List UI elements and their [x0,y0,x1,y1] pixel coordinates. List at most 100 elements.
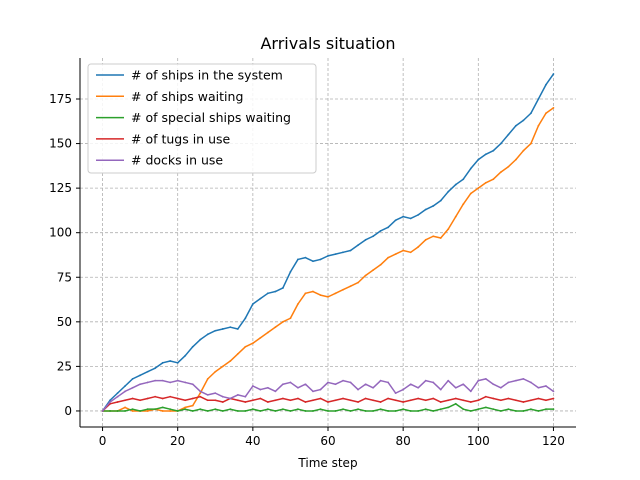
data-point [274,326,277,329]
data-point [364,383,367,386]
data-point [492,383,495,386]
data-point [530,112,532,115]
data-point [514,158,517,161]
data-point [274,390,277,393]
data-point [477,158,480,161]
data-point [522,119,525,122]
data-point [312,390,314,393]
data-point [530,142,532,145]
data-point [537,410,540,412]
data-point [116,410,119,412]
data-point [229,408,232,411]
data-point [387,256,390,259]
data-point [289,317,292,320]
data-point [462,178,465,181]
data-point [469,410,472,412]
data-point [349,410,352,412]
data-point [206,394,209,396]
data-point [229,397,232,400]
data-point [297,386,299,389]
data-point [312,410,314,412]
data-point [176,410,179,412]
data-point [124,385,126,387]
data-point [349,381,352,384]
chart-title: Arrivals situation [260,34,395,53]
data-point [545,408,547,411]
data-point [514,124,517,127]
data-point [191,383,194,386]
series-layer [101,73,555,412]
data-point [514,399,517,402]
data-point [530,399,532,402]
data-point [289,271,292,273]
data-point [251,385,254,387]
data-point [124,406,126,409]
data-point [289,410,292,412]
data-point [447,228,450,231]
y-tick-label: 100 [49,226,72,240]
data-point [432,397,435,400]
data-point [447,379,450,382]
data-point [552,73,555,75]
data-point [499,386,502,389]
data-point [364,397,367,400]
data-point [357,281,359,284]
data-point [139,383,142,386]
data-point [327,295,329,298]
data-point [484,377,487,380]
data-point [146,397,149,400]
data-point [146,408,149,411]
data-point [154,395,157,398]
data-point [454,215,457,218]
data-point [439,237,442,239]
data-point [402,249,405,252]
legend-frame [87,63,317,174]
data-point [409,399,412,402]
data-point [206,377,209,380]
data-point [221,410,224,412]
x-tick-label: 60 [320,434,335,448]
data-point [454,386,457,389]
data-point [266,292,269,295]
data-point [552,397,555,400]
data-point [545,83,547,86]
data-point [282,383,284,386]
y-tick-label: 50 [57,315,72,329]
data-point [357,388,359,391]
data-point [372,386,374,389]
data-point [432,381,435,384]
data-point [176,379,179,382]
data-point [439,408,442,411]
data-point [469,167,472,170]
data-point [379,230,382,232]
data-point [417,213,420,216]
data-point [484,395,487,398]
data-point [109,399,111,402]
y-tick-label: 150 [49,137,72,151]
data-point [484,406,487,409]
data-point [297,408,299,411]
legend-label: # of tugs in use [131,131,231,146]
data-point [184,406,187,409]
data-point [507,133,510,136]
data-point [379,379,382,382]
data-point [206,333,209,336]
data-point [492,408,495,411]
data-point [274,410,277,412]
x-tick-label: 80 [396,434,411,448]
data-point [514,410,517,412]
data-point [154,408,157,411]
x-tick-label: 20 [170,434,185,448]
y-tick-label: 125 [49,181,72,195]
data-point [372,410,374,412]
data-point [124,399,126,402]
x-tick-label: 120 [542,434,565,448]
data-point [282,408,284,411]
data-point [477,408,480,411]
data-point [462,408,465,411]
data-point [139,410,142,412]
data-point [432,235,435,238]
data-point [319,388,322,391]
data-point [462,399,465,402]
data-point [499,142,502,145]
